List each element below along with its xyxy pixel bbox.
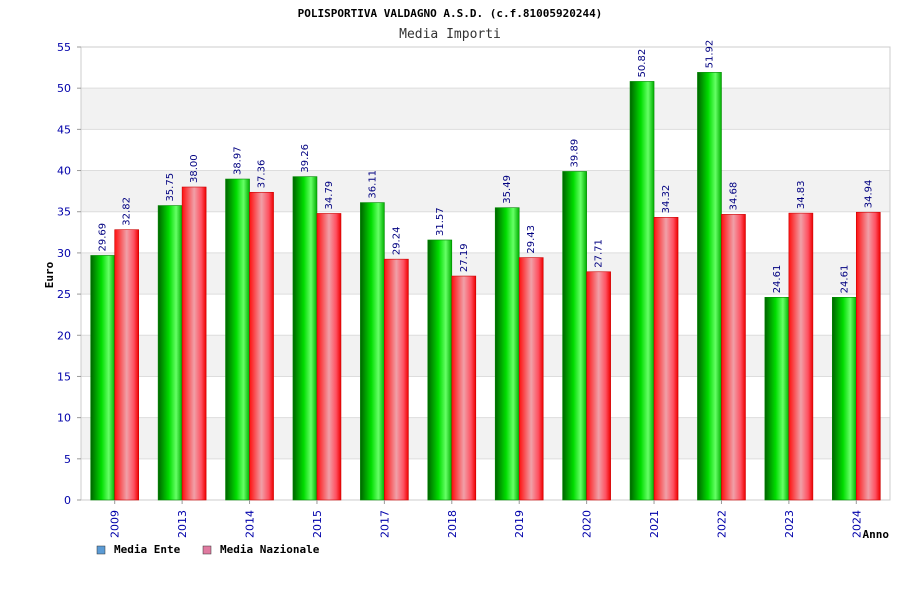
y-tick-label: 55 — [57, 41, 71, 54]
bar-media-ente-2024 — [831, 297, 857, 501]
legend: Media Ente Media Nazionale — [96, 543, 320, 556]
value-label: 36.11 — [367, 170, 378, 199]
value-label: 24.61 — [839, 265, 850, 294]
legend-label-media-nazionale: Media Nazionale — [220, 543, 320, 556]
y-axis-ticks: 0 5 10 15 20 25 30 35 40 45 50 55 — [57, 41, 81, 507]
y-tick-label: 40 — [57, 165, 71, 178]
chart-title: POLISPORTIVA VALDAGNO A.S.D. (c.f.810059… — [298, 7, 603, 20]
value-label: 34.79 — [324, 181, 335, 210]
value-label: 27.71 — [594, 239, 605, 268]
x-tick-label: 2022 — [715, 510, 728, 538]
value-label: 39.89 — [570, 139, 581, 168]
bar-media-ente-2022 — [697, 72, 722, 501]
value-label: 29.69 — [98, 223, 109, 252]
bar-media-ente-2014 — [225, 178, 250, 501]
x-tick-label: 2019 — [513, 510, 526, 538]
y-tick-label: 0 — [64, 494, 71, 507]
x-tick-label: 2024 — [850, 510, 863, 538]
grid-band — [81, 170, 890, 212]
bar-media-ente-2013 — [157, 205, 183, 501]
bars — [90, 72, 881, 501]
value-label: 31.57 — [435, 207, 446, 236]
bar-media-nazionale-2009 — [114, 229, 140, 501]
bar-media-nazionale-2018 — [451, 275, 477, 501]
value-label: 34.32 — [661, 185, 672, 214]
y-tick-label: 50 — [57, 82, 71, 95]
grid-band — [81, 417, 890, 459]
x-tick-label: 2014 — [244, 510, 257, 538]
plot-frame — [80, 46, 891, 501]
bar-media-ente-2015 — [292, 176, 318, 501]
bar-media-ente-2017 — [360, 202, 385, 501]
legend-label-media-ente: Media Ente — [114, 543, 181, 556]
bar-media-ente-2020 — [562, 171, 587, 501]
bar-media-nazionale-2024 — [855, 211, 881, 501]
value-label: 35.75 — [165, 173, 176, 202]
value-label: 38.00 — [189, 154, 200, 183]
value-label: 32.82 — [122, 197, 133, 226]
chart-subtitle: Media Importi — [399, 27, 501, 42]
x-tick-label: 2023 — [783, 510, 796, 538]
bar-media-ente-2018 — [427, 239, 453, 501]
bar-media-nazionale-2017 — [384, 258, 409, 501]
bar-media-ente-2009 — [90, 255, 116, 501]
value-label: 24.61 — [772, 265, 783, 294]
value-label: 51.92 — [704, 40, 715, 69]
y-tick-label: 15 — [57, 370, 71, 383]
y-tick-label: 30 — [57, 247, 71, 260]
x-tick-label: 2020 — [581, 510, 594, 538]
bar-media-nazionale-2021 — [653, 217, 679, 501]
value-label: 34.83 — [796, 180, 807, 209]
y-tick-label: 25 — [57, 288, 71, 301]
y-tick-label: 20 — [57, 329, 71, 342]
value-label: 37.36 — [257, 160, 268, 189]
value-label: 29.43 — [526, 225, 537, 254]
x-axis-ticks: 2009 2013 2014 2015 2017 2018 2019 2020 2021 2022… — [109, 500, 863, 538]
bar-media-nazionale-2020 — [586, 271, 611, 501]
grid-band — [81, 335, 890, 377]
x-tick-label: 2021 — [648, 510, 661, 538]
x-tick-label: 2015 — [311, 510, 324, 538]
value-label: 34.94 — [863, 180, 874, 209]
grid-band — [81, 252, 890, 295]
bar-media-nazionale-2022 — [721, 214, 746, 501]
value-label: 35.49 — [502, 175, 513, 204]
y-axis-label: Euro — [43, 261, 56, 288]
x-tick-label: 2018 — [446, 510, 459, 538]
bar-media-ente-2019 — [494, 207, 520, 501]
bar-media-ente-2023 — [764, 297, 790, 501]
bar-media-nazionale-2014 — [249, 191, 274, 501]
x-tick-label: 2009 — [109, 510, 122, 538]
y-tick-label: 35 — [57, 206, 71, 219]
bar-media-nazionale-2015 — [316, 213, 342, 501]
bar-media-nazionale-2023 — [788, 212, 814, 501]
bar-media-ente-2021 — [629, 81, 655, 501]
value-label: 38.97 — [233, 146, 244, 175]
y-tick-label: 45 — [57, 123, 71, 136]
x-axis-label: Anno — [863, 528, 890, 541]
value-labels: 29.69 32.82 35.75 38.00 38.97 37.36 39.26 34.79… — [98, 40, 875, 294]
value-label: 29.24 — [391, 227, 402, 256]
y-tick-label: 10 — [57, 412, 71, 425]
x-tick-label: 2013 — [176, 510, 189, 538]
bar-media-nazionale-2019 — [518, 257, 544, 501]
value-label: 34.68 — [728, 182, 739, 211]
value-label: 50.82 — [637, 49, 648, 78]
bar-media-nazionale-2013 — [181, 186, 207, 501]
grid-bands — [81, 88, 890, 459]
x-tick-label: 2017 — [378, 510, 391, 538]
value-label: 39.26 — [300, 144, 311, 173]
grid-band — [81, 88, 890, 130]
legend-swatch-media-ente — [96, 545, 106, 555]
y-tick-label: 5 — [64, 453, 71, 466]
value-label: 27.19 — [459, 243, 470, 272]
legend-swatch-media-nazionale — [202, 545, 212, 555]
